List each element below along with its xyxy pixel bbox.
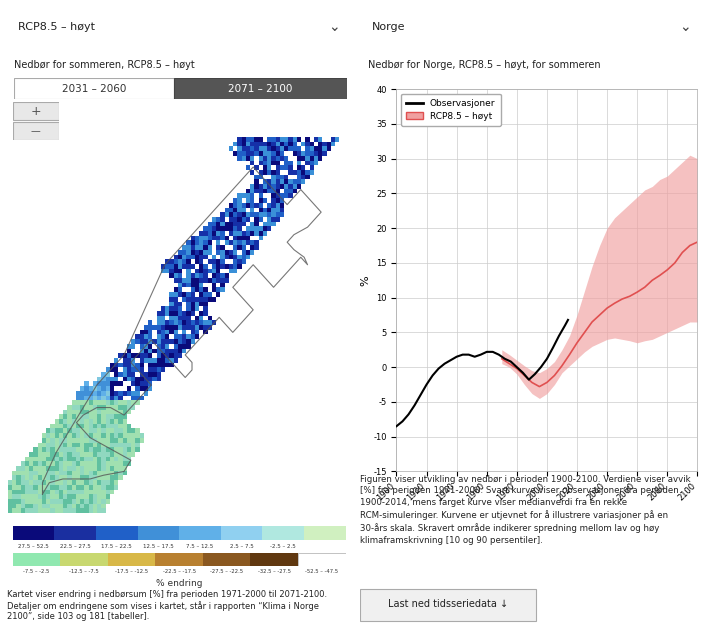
Text: 7.5 – 12.5: 7.5 – 12.5 [186,544,214,549]
Text: -22.5 – -17.5: -22.5 – -17.5 [163,569,195,574]
Text: 17.5 – 22.5: 17.5 – 22.5 [101,544,132,549]
Bar [55,526,96,540]
Text: 22.5 – 27.5: 22.5 – 27.5 [59,544,91,549]
Text: -52.5 – -47.5: -52.5 – -47.5 [305,569,338,574]
Text: -7.5 – -2.5: -7.5 – -2.5 [23,569,50,574]
Bar [155,553,203,566]
Bar [13,122,59,140]
Bar [179,526,221,540]
Text: +: + [30,104,41,118]
Text: —: — [31,126,40,136]
Text: -17.5 – -12.5: -17.5 – -12.5 [115,569,148,574]
Text: Nedbør for Norge, RCP8.5 – høyt, for sommeren: Nedbør for Norge, RCP8.5 – høyt, for som… [368,60,600,70]
Bar [14,78,174,99]
Text: ⌄: ⌄ [679,20,690,34]
Text: 2071 – 2100: 2071 – 2100 [228,83,292,94]
Bar [203,553,251,566]
Bar [251,553,298,566]
Text: 2031 – 2060: 2031 – 2060 [62,83,126,94]
Text: -27.5 – -22.5: -27.5 – -22.5 [210,569,244,574]
Bar [108,553,155,566]
Bar [298,553,346,566]
Bar [298,553,346,566]
Text: RCP8.5 – høyt: RCP8.5 – høyt [18,22,95,32]
Text: Kartet viser endring i nedbørsum [%] fra perioden 1971-2000 til 2071-2100.
Detal: Kartet viser endring i nedbørsum [%] fra… [7,590,327,621]
Bar [96,526,137,540]
Bar [13,526,55,540]
Bar [360,589,537,621]
Text: % endring: % endring [156,579,202,588]
Bar [60,553,108,566]
Text: 2.5 – 7.5: 2.5 – 7.5 [229,544,253,549]
Bar [13,553,60,566]
Legend: Observasjoner, RCP8.5 – høyt: Observasjoner, RCP8.5 – høyt [401,94,501,126]
Bar [304,526,346,540]
Text: 27.5 – 52.5: 27.5 – 52.5 [18,544,49,549]
Text: -32.5 – -27.5: -32.5 – -27.5 [258,569,291,574]
Bar [221,526,262,540]
Text: 12.5 – 17.5: 12.5 – 17.5 [143,544,173,549]
Text: Last ned tidsseriedata ↓: Last ned tidsseriedata ↓ [388,599,508,609]
Y-axis label: %: % [360,275,370,285]
Bar [262,526,304,540]
Text: ⌄: ⌄ [329,20,340,34]
Text: -12.5 – -7.5: -12.5 – -7.5 [69,569,99,574]
Text: Norge: Norge [372,22,405,32]
Text: Nedbør for sommeren, RCP8.5 – høyt: Nedbør for sommeren, RCP8.5 – høyt [14,60,195,70]
Bar [13,102,59,120]
Text: Figuren viser utvikling av nedbør i perioden 1900-2100. Verdiene viser avvik
[%]: Figuren viser utvikling av nedbør i peri… [360,475,690,545]
Bar [137,526,179,540]
Text: -2.5 – 2.5: -2.5 – 2.5 [270,544,296,549]
Bar [174,78,347,99]
